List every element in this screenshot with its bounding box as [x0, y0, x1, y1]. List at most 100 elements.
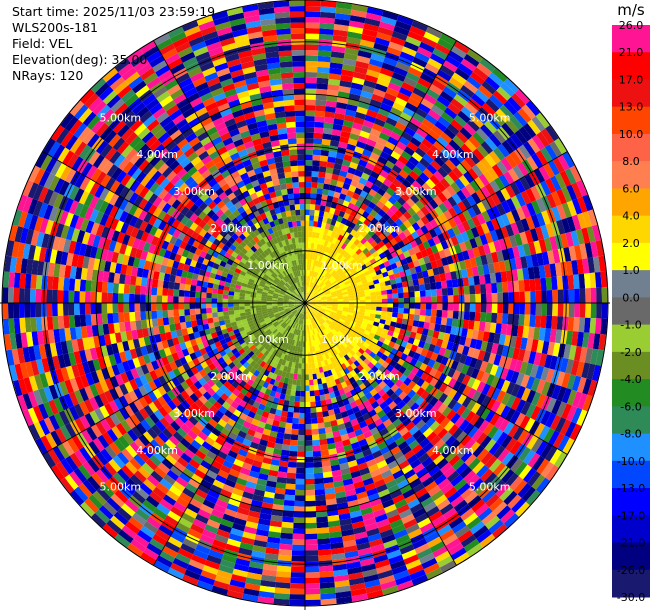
- velocity-gate: [327, 514, 340, 522]
- velocity-gate: [343, 307, 349, 310]
- velocity-gate: [389, 414, 399, 424]
- velocity-gate: [310, 300, 316, 303]
- velocity-gate: [317, 55, 331, 63]
- velocity-gate: [315, 266, 319, 273]
- velocity-gate: [490, 312, 498, 324]
- velocity-gate: [516, 385, 526, 400]
- velocity-gate: [414, 308, 421, 316]
- velocity-gate: [368, 316, 375, 322]
- velocity-gate: [317, 289, 323, 294]
- velocity-gate: [491, 163, 504, 178]
- velocity-gate: [495, 483, 510, 498]
- velocity-gate: [452, 427, 464, 440]
- velocity-gate: [381, 303, 388, 308]
- velocity-gate: [27, 346, 37, 362]
- velocity-gate: [334, 366, 340, 374]
- velocity-gate: [260, 339, 267, 346]
- velocity-gate: [339, 518, 352, 526]
- velocity-gate: [332, 319, 339, 324]
- velocity-gate: [329, 323, 335, 329]
- velocity-gate: [407, 371, 416, 381]
- velocity-gate: [335, 590, 352, 599]
- velocity-gate: [299, 401, 305, 408]
- velocity-gate: [342, 291, 349, 295]
- velocity-gate: [438, 392, 448, 404]
- velocity-gate: [118, 529, 134, 544]
- velocity-gate: [471, 93, 486, 107]
- velocity-gate: [370, 291, 377, 297]
- velocity-gate: [381, 10, 399, 21]
- velocity-gate: [38, 387, 49, 404]
- velocity-gate: [376, 518, 390, 528]
- velocity-gate: [413, 314, 420, 322]
- velocity-gate: [134, 311, 141, 321]
- velocity-gate: [193, 389, 203, 399]
- velocity-gate: [318, 233, 324, 240]
- velocity-gate: [257, 372, 264, 380]
- velocity-gate: [374, 83, 388, 93]
- velocity-gate: [313, 293, 319, 298]
- velocity-gate: [343, 114, 355, 123]
- velocity-gate: [412, 132, 425, 143]
- velocity-gate: [336, 323, 342, 329]
- velocity-gate: [296, 379, 301, 386]
- velocity-gate: [531, 391, 542, 406]
- velocity-gate: [337, 304, 344, 308]
- velocity-gate: [305, 401, 311, 408]
- velocity-gate: [265, 320, 272, 325]
- velocity-gate: [347, 240, 354, 248]
- velocity-gate: [336, 311, 343, 315]
- velocity-gate: [471, 266, 479, 277]
- velocity-gate: [240, 315, 247, 321]
- velocity-gate: [358, 314, 365, 319]
- velocity-gate: [397, 292, 404, 299]
- velocity-gate: [423, 192, 434, 203]
- velocity-gate: [443, 385, 453, 396]
- velocity-gate: [453, 41, 470, 54]
- velocity-gate: [380, 244, 389, 253]
- velocity-gate: [459, 353, 468, 365]
- velocity-gate: [453, 114, 467, 128]
- velocity-gate: [394, 226, 403, 236]
- velocity-gate: [525, 338, 534, 352]
- velocity-gate: [549, 328, 557, 343]
- velocity-gate: [310, 401, 316, 408]
- velocity-gate: [118, 395, 129, 408]
- velocity-gate: [437, 166, 449, 178]
- velocity-gate: [343, 251, 350, 259]
- velocity-gate: [143, 404, 154, 417]
- velocity-gate: [305, 533, 318, 540]
- velocity-gate: [274, 391, 281, 399]
- velocity-gate: [282, 329, 288, 336]
- velocity-gate: [530, 290, 536, 303]
- velocity-gate: [292, 412, 300, 419]
- velocity-gate: [420, 263, 428, 272]
- velocity-gate: [529, 278, 536, 292]
- velocity-gate: [515, 501, 530, 517]
- velocity-gate: [331, 307, 338, 310]
- velocity-gate: [293, 340, 297, 347]
- velocity-gate: [329, 531, 342, 539]
- velocity-gate: [366, 264, 374, 271]
- velocity-gate: [263, 350, 270, 357]
- velocity-gate: [248, 510, 261, 519]
- velocity-gate: [583, 317, 591, 333]
- velocity-gate: [305, 198, 311, 205]
- velocity-gate: [493, 462, 506, 476]
- velocity-gate: [299, 318, 302, 325]
- velocity-gate: [271, 509, 284, 517]
- velocity-gate: [324, 290, 331, 295]
- velocity-gate: [387, 303, 393, 308]
- velocity-gate: [189, 352, 198, 361]
- velocity-gate: [299, 324, 302, 331]
- velocity-gate: [316, 344, 321, 351]
- velocity-gate: [237, 391, 246, 400]
- velocity-gate: [524, 303, 531, 315]
- velocity-gate: [282, 516, 294, 523]
- velocity-gate: [356, 281, 363, 286]
- velocity-gate: [392, 469, 404, 480]
- velocity-gate: [356, 357, 364, 365]
- velocity-gate: [285, 325, 291, 331]
- velocity-gate: [302, 313, 304, 320]
- velocity-gate: [268, 531, 281, 539]
